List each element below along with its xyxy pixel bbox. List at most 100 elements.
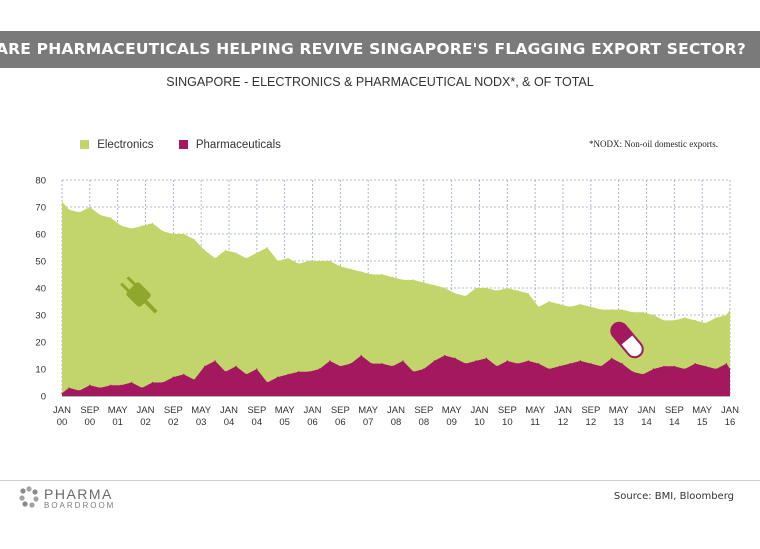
data-point-electronics: [569, 306, 571, 308]
chart-marks: [61, 201, 731, 394]
data-point-electronics: [287, 257, 289, 259]
data-point-pharmaceuticals: [391, 365, 394, 367]
data-point-pharmaceuticals: [371, 363, 373, 365]
x-tick-label-month: MAY: [275, 405, 296, 416]
x-tick-label-year: 16: [725, 417, 736, 428]
x-tick-label-month: MAY: [609, 405, 630, 416]
data-point-pharmaceuticals: [642, 373, 644, 375]
data-point-electronics: [475, 287, 477, 289]
data-point-electronics: [558, 303, 561, 305]
x-tick-label-year: 11: [530, 417, 540, 428]
data-point-electronics: [590, 306, 592, 308]
data-point-electronics: [611, 309, 613, 311]
data-point-electronics: [433, 284, 435, 286]
data-point-electronics: [235, 252, 237, 254]
data-point-pharmaceuticals: [412, 371, 414, 373]
x-tick-label-year: 03: [196, 417, 207, 428]
data-point-electronics: [298, 263, 300, 265]
data-point-pharmaceuticals: [548, 368, 550, 370]
x-tick-label-year: 07: [363, 417, 374, 428]
x-tick-label-year: 13: [613, 417, 624, 428]
data-point-electronics: [120, 225, 122, 227]
x-tick-label-month: SEP: [331, 405, 350, 416]
data-point-pharmaceuticals: [339, 365, 341, 367]
x-tick-label-year: 10: [474, 417, 485, 428]
title-banner: ARE PHARMACEUTICALS HELPING REVIVE SINGA…: [0, 31, 760, 68]
data-point-pharmaceuticals: [183, 373, 185, 375]
data-point-pharmaceuticals: [120, 384, 122, 386]
data-point-pharmaceuticals: [673, 365, 675, 367]
data-point-electronics: [444, 287, 446, 289]
x-tick-label-year: 14: [641, 417, 652, 428]
data-point-electronics: [131, 228, 133, 230]
data-point-electronics: [350, 268, 352, 270]
data-point-electronics: [141, 225, 143, 227]
data-point-pharmaceuticals: [684, 368, 686, 370]
x-tick-label-year: 15: [697, 417, 708, 428]
data-point-pharmaceuticals: [579, 360, 582, 362]
data-point-pharmaceuticals: [517, 363, 519, 365]
data-point-pharmaceuticals: [433, 360, 435, 362]
data-point-pharmaceuticals: [329, 360, 331, 362]
data-point-electronics: [485, 287, 488, 289]
data-point-pharmaceuticals: [245, 373, 247, 375]
data-point-pharmaceuticals: [402, 360, 404, 362]
data-point-pharmaceuticals: [61, 392, 63, 394]
data-point-electronics: [600, 309, 602, 311]
y-tick-label: 40: [35, 284, 46, 295]
data-point-electronics: [151, 222, 154, 224]
data-point-electronics: [684, 317, 686, 319]
chart-subtitle: SINGAPORE - ELECTRONICS & PHARMACEUTICAL…: [166, 75, 594, 89]
series-area-electronics: [62, 201, 730, 396]
data-point-electronics: [339, 265, 341, 267]
x-tick-label-year: 12: [586, 417, 597, 428]
data-point-electronics: [78, 211, 80, 213]
data-point-pharmaceuticals: [444, 354, 446, 357]
data-point-pharmaceuticals: [318, 368, 321, 370]
data-point-electronics: [329, 260, 331, 262]
y-tick-label: 70: [35, 203, 46, 214]
data-point-electronics: [454, 292, 456, 294]
x-tick-label-month: JAN: [304, 405, 322, 416]
data-point-pharmaceuticals: [538, 363, 540, 365]
data-point-pharmaceuticals: [527, 360, 529, 362]
data-point-pharmaceuticals: [224, 371, 227, 373]
data-point-pharmaceuticals: [350, 363, 352, 365]
data-point-pharmaceuticals: [141, 387, 143, 389]
x-tick-label-year: 04: [224, 417, 235, 428]
legend-item-electronics: Electronics: [80, 139, 153, 151]
x-tick-label-month: SEP: [414, 405, 433, 416]
series-area-pharmaceuticals: [62, 355, 730, 396]
data-point-pharmaceuticals: [110, 384, 112, 386]
data-point-pharmaceuticals: [131, 381, 133, 384]
data-point-pharmaceuticals: [193, 379, 195, 381]
x-tick-label-month: SEP: [247, 405, 266, 416]
y-tick-label: 80: [35, 176, 46, 187]
x-tick-label-month: SEP: [80, 405, 99, 416]
data-point-pharmaceuticals: [506, 360, 508, 362]
x-tick-label-year: 04: [252, 417, 263, 428]
data-point-pharmaceuticals: [99, 387, 101, 389]
data-point-pharmaceuticals: [611, 357, 613, 359]
chart-legend: Electronics Pharmaceuticals: [80, 139, 303, 151]
data-point-electronics: [548, 300, 550, 303]
data-point-electronics: [204, 249, 206, 251]
data-point-electronics: [391, 276, 394, 278]
pharma-boardroom-logo-icon: [19, 486, 39, 508]
power-plug-icon: [120, 276, 158, 314]
data-point-pharmaceuticals: [705, 365, 707, 367]
x-tick-label-month: JAN: [638, 405, 656, 416]
data-point-electronics: [694, 319, 696, 321]
x-tick-label-year: 09: [446, 417, 457, 428]
data-point-pharmaceuticals: [172, 376, 174, 378]
x-tick-label-month: SEP: [665, 405, 684, 416]
data-point-electronics: [308, 260, 310, 262]
x-tick-label-month: JAN: [554, 405, 572, 416]
data-point-electronics: [496, 290, 498, 292]
data-point-electronics: [506, 287, 508, 289]
x-tick-label-year: 02: [140, 417, 151, 428]
data-point-pharmaceuticals: [298, 371, 300, 373]
data-point-pharmaceuticals: [151, 381, 154, 384]
data-point-electronics: [423, 282, 425, 284]
data-point-pharmaceuticals: [558, 365, 561, 367]
